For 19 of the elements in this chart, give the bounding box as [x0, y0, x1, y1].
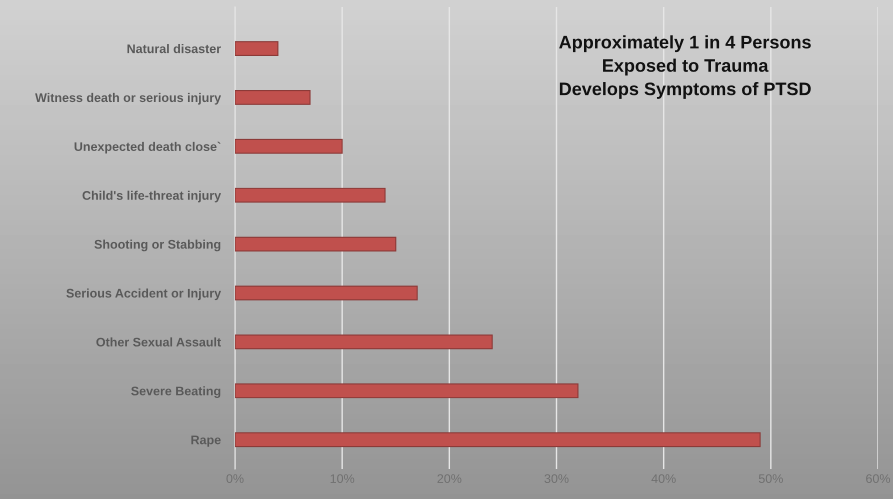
y-tick-label: Child's life-threat injury	[82, 190, 222, 202]
bar	[235, 432, 761, 448]
y-tick-label: Shooting or Stabbing	[94, 240, 220, 252]
y-tick-label: Serious Accident or Injury	[66, 288, 222, 300]
bar	[235, 383, 578, 398]
y-tick-label: Rape	[191, 436, 221, 447]
bar	[235, 90, 311, 105]
y-tick-label: Other Sexual Assault	[96, 337, 221, 347]
y-tick-label: Unexpected death close`	[74, 142, 220, 154]
bar	[235, 236, 396, 252]
y-tick-label: Severe Beating	[131, 386, 220, 398]
bar	[235, 188, 386, 203]
bar	[235, 286, 418, 300]
bar	[235, 334, 493, 350]
y-tick-label: Natural disaster	[127, 44, 221, 54]
y-tick-label: Witness death or serious injury	[35, 92, 222, 105]
bar	[235, 41, 278, 56]
bar	[235, 138, 343, 154]
annotation: Approximately 1 in 4 Persons Exposed to Trauma Develops Symptoms of PTSD	[559, 35, 811, 99]
